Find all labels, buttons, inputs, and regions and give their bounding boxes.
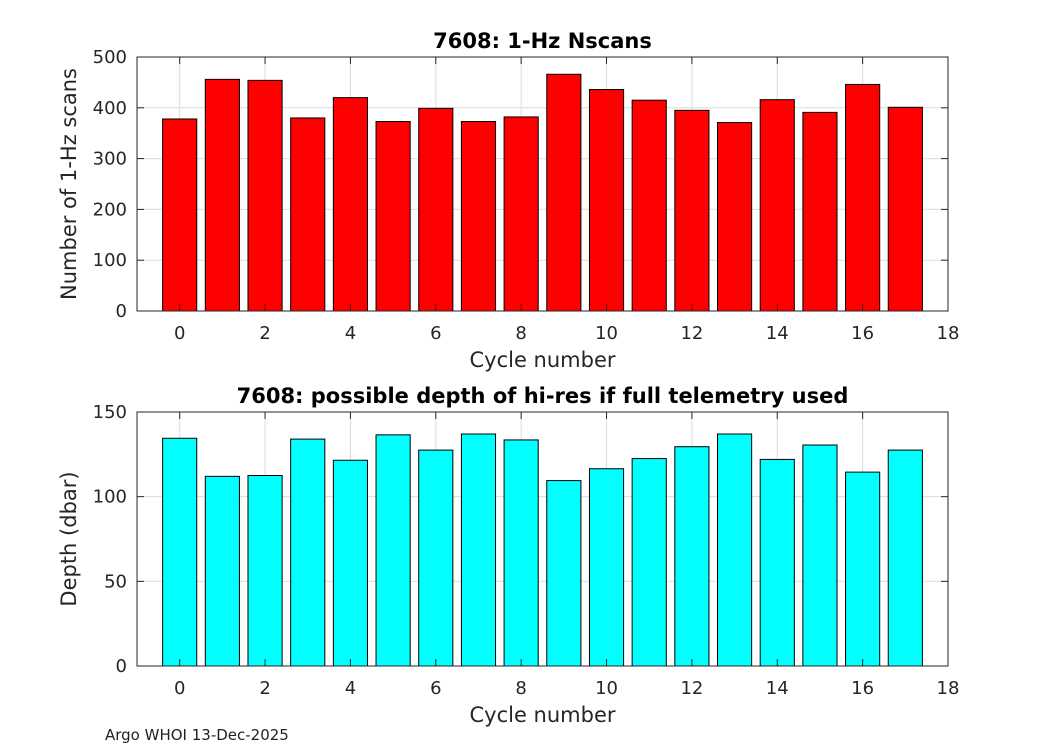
- bar: [631, 458, 667, 667]
- bar: [759, 99, 795, 312]
- bar: [375, 121, 411, 312]
- x-tick-label: 4: [345, 678, 356, 699]
- bar: [290, 117, 326, 312]
- y-tick-label: 500: [93, 47, 127, 68]
- bar: [460, 121, 497, 312]
- bar: [717, 433, 753, 667]
- y-tick-label: 100: [93, 487, 127, 508]
- bar: [204, 475, 240, 667]
- chart-1: 0 2 4 6 8 10 12 14 16 18 0 100 200 300 400 500 7608: 1-H…: [57, 29, 959, 372]
- x-axis-label: Cycle number: [469, 348, 615, 372]
- bar: [759, 458, 795, 667]
- bar: [887, 449, 923, 667]
- x-tick-label: 10: [595, 323, 618, 344]
- bar: [503, 116, 539, 312]
- bar: [204, 78, 240, 312]
- x-tick-label: 16: [851, 678, 874, 699]
- bar: [674, 446, 710, 667]
- x-tick-label: 10: [595, 678, 618, 699]
- y-tick-label: 100: [93, 250, 127, 271]
- x-tick-label: 6: [430, 323, 441, 344]
- bar: [247, 475, 283, 667]
- bar: [802, 444, 838, 667]
- x-tick-label: 0: [174, 678, 185, 699]
- bar: [802, 111, 838, 312]
- y-tick-label: 0: [116, 301, 127, 322]
- chart-2: 0 2 4 6 8 10 12 14 16 18 0 50 100 150 7608: possible d…: [57, 384, 959, 727]
- bar: [418, 107, 454, 312]
- chart-title: 7608: 1-Hz Nscans: [433, 29, 652, 53]
- bar: [845, 83, 881, 312]
- x-tick-label: 12: [680, 678, 703, 699]
- y-tick-label: 300: [93, 149, 127, 170]
- bar: [332, 459, 368, 667]
- x-tick-label: 8: [515, 323, 526, 344]
- x-tick-label: 14: [766, 323, 789, 344]
- footer-credit: Argo WHOI 13-Dec-2025: [105, 726, 289, 744]
- x-tick-label: 6: [430, 678, 441, 699]
- axes-frame: [136, 56, 949, 312]
- bar: [588, 468, 625, 667]
- bar: [845, 471, 881, 667]
- x-tick-label: 18: [937, 323, 960, 344]
- bar: [674, 109, 710, 312]
- bar: [162, 437, 198, 667]
- y-tick-label: 50: [104, 571, 127, 592]
- y-axis-label: Number of 1-Hz scans: [57, 68, 81, 300]
- bar: [290, 438, 326, 667]
- y-tick-label: 0: [116, 656, 127, 677]
- x-tick-label: 18: [937, 678, 960, 699]
- bar: [717, 122, 753, 312]
- x-tick-label: 8: [515, 678, 526, 699]
- x-tick-label: 12: [680, 323, 703, 344]
- x-tick-label: 2: [259, 678, 270, 699]
- x-axis-label: Cycle number: [469, 703, 615, 727]
- bar: [631, 99, 667, 312]
- bar: [418, 449, 454, 667]
- y-tick-label: 400: [93, 98, 127, 119]
- bar: [375, 434, 411, 667]
- bar: [162, 118, 198, 312]
- bar: [460, 433, 497, 667]
- bar: [546, 73, 582, 312]
- chart-title: 7608: possible depth of hi-res if full t…: [237, 384, 849, 408]
- bar: [546, 480, 582, 667]
- x-tick-label: 2: [259, 323, 270, 344]
- bar: [503, 439, 539, 667]
- y-tick-label: 150: [93, 402, 127, 423]
- x-tick-label: 16: [851, 323, 874, 344]
- bar: [588, 89, 625, 312]
- y-axis-label: Depth (dbar): [57, 471, 81, 606]
- y-tick-label: 200: [93, 199, 127, 220]
- axes-frame: [136, 411, 949, 667]
- x-tick-label: 14: [766, 678, 789, 699]
- bar: [887, 106, 923, 312]
- bar: [247, 79, 283, 312]
- bar: [332, 97, 368, 312]
- x-tick-label: 0: [174, 323, 185, 344]
- x-tick-label: 4: [345, 323, 356, 344]
